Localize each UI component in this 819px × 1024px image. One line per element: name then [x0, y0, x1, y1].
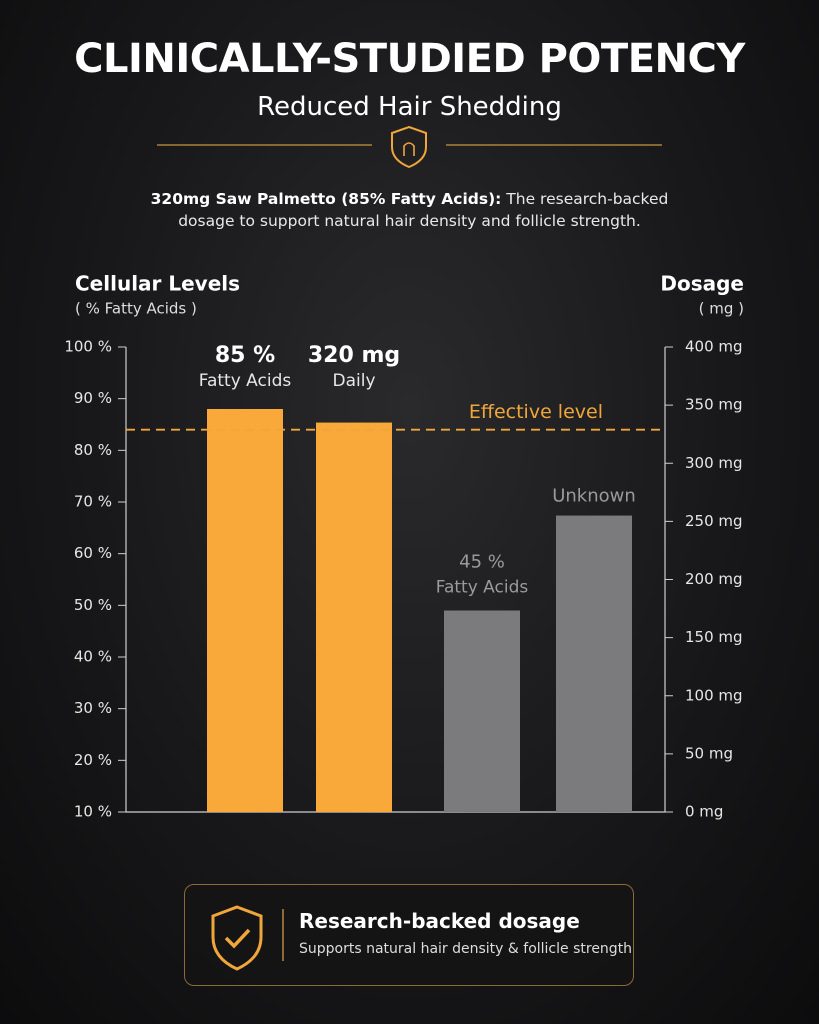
follicle-icon: [403, 142, 415, 156]
title: CLINICALLY-STUDIED POTENCY: [74, 36, 745, 82]
y-tick-label: 10 %: [74, 803, 112, 821]
bar: [444, 610, 520, 812]
bar-label: 85 %: [215, 343, 275, 368]
footer-text: Supports natural hair density & follicle…: [299, 941, 633, 957]
bar-label: Unknown: [552, 486, 636, 507]
bar: [207, 409, 283, 812]
y2-tick-label: 50 mg: [685, 744, 733, 762]
y2-tick-label: 300 mg: [685, 454, 743, 472]
y-tick-label: 30 %: [74, 699, 112, 717]
description-text: The research-backed dosage to support na…: [178, 190, 669, 230]
description-bold: 320mg Saw Palmetto (85% Fatty Acids):: [150, 190, 502, 208]
description: 320mg Saw Palmetto (85% Fatty Acids): Th…: [150, 188, 669, 232]
footer-card: Research-backed dosage Supports natural …: [184, 884, 634, 986]
y-tick-label: 90 %: [74, 389, 112, 407]
y-axis-title: Cellular Levels: [75, 272, 240, 296]
y2-tick-label: 400 mg: [685, 338, 743, 356]
y-axis-unit: ( % Fatty Acids ): [75, 300, 197, 318]
y-tick-label: 100 %: [64, 338, 112, 356]
y2-tick-label: 100 mg: [685, 686, 743, 704]
shield-icon: [391, 125, 427, 169]
y2-tick-label: 250 mg: [685, 512, 743, 530]
y2-tick-label: 0 mg: [685, 803, 723, 821]
bar: [556, 515, 632, 812]
bar-sublabel: Fatty Acids: [436, 578, 529, 598]
y2-tick-label: 150 mg: [685, 628, 743, 646]
y-tick-label: 50 %: [74, 596, 112, 614]
y-tick-label: 20 %: [74, 751, 112, 769]
y2-tick-label: 350 mg: [685, 396, 743, 414]
bar-sublabel: Fatty Acids: [199, 371, 292, 391]
footer-divider: [282, 909, 284, 961]
y2-axis-title: Dosage: [660, 272, 744, 296]
footer-title: Research-backed dosage: [299, 909, 580, 933]
y-tick-label: 70 %: [74, 493, 112, 511]
bar-label: 45 %: [459, 552, 505, 573]
bar-sublabel: Daily: [332, 371, 375, 391]
check-shield-icon: [211, 905, 263, 971]
subtitle: Reduced Hair Shedding: [257, 92, 562, 122]
bar-label: 320 mg: [308, 343, 400, 368]
y2-tick-label: 200 mg: [685, 570, 743, 588]
y-tick-label: 40 %: [74, 648, 112, 666]
bar: [316, 422, 392, 812]
y-tick-label: 60 %: [74, 544, 112, 562]
reference-label: Effective level: [469, 401, 603, 423]
y2-axis-unit: ( mg ): [699, 300, 744, 318]
y-tick-label: 80 %: [74, 441, 112, 459]
